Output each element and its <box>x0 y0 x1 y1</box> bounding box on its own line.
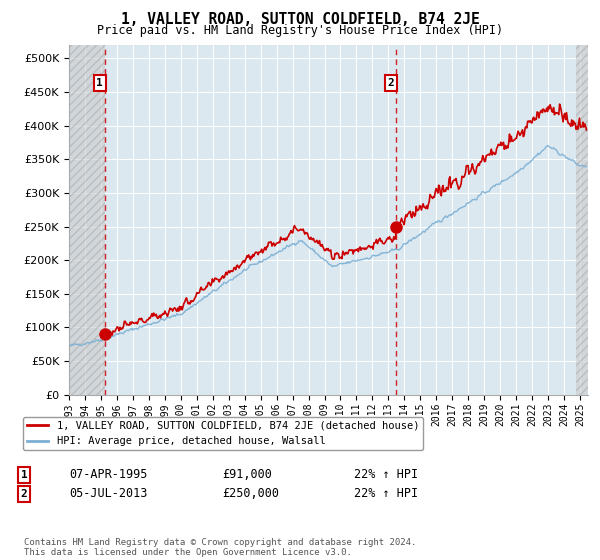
Text: 1, VALLEY ROAD, SUTTON COLDFIELD, B74 2JE: 1, VALLEY ROAD, SUTTON COLDFIELD, B74 2J… <box>121 12 479 27</box>
Text: 22% ↑ HPI: 22% ↑ HPI <box>354 468 418 482</box>
Bar <box>69 45 105 395</box>
Text: 1: 1 <box>20 470 28 480</box>
Text: Price paid vs. HM Land Registry's House Price Index (HPI): Price paid vs. HM Land Registry's House … <box>97 24 503 37</box>
Text: 22% ↑ HPI: 22% ↑ HPI <box>354 487 418 501</box>
Text: £250,000: £250,000 <box>222 487 279 501</box>
Text: Contains HM Land Registry data © Crown copyright and database right 2024.
This d: Contains HM Land Registry data © Crown c… <box>24 538 416 557</box>
Text: 2: 2 <box>20 489 28 499</box>
Bar <box>576 45 588 395</box>
Text: £91,000: £91,000 <box>222 468 272 482</box>
Text: 1: 1 <box>96 78 103 88</box>
Text: 05-JUL-2013: 05-JUL-2013 <box>69 487 148 501</box>
Text: 07-APR-1995: 07-APR-1995 <box>69 468 148 482</box>
Legend: 1, VALLEY ROAD, SUTTON COLDFIELD, B74 2JE (detached house), HPI: Average price, : 1, VALLEY ROAD, SUTTON COLDFIELD, B74 2J… <box>23 417 423 450</box>
Text: 2: 2 <box>388 78 394 88</box>
